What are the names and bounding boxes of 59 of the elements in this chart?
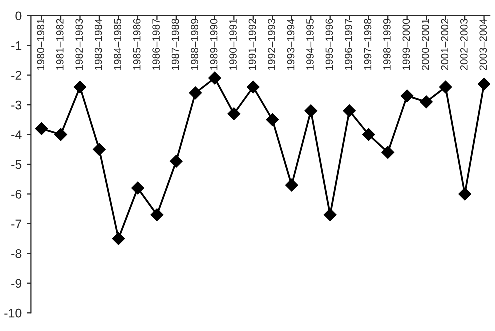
point xyxy=(93,143,106,156)
x-tick-label: 1989–1990 xyxy=(210,19,218,70)
point xyxy=(208,72,222,85)
point xyxy=(285,178,298,192)
y-tick-label: -2 xyxy=(12,71,22,80)
x-tick-label: 1986–1987 xyxy=(152,19,160,70)
x-tick-label: 1984–1985 xyxy=(114,19,122,70)
y-tick-label: -3 xyxy=(12,100,22,110)
x-tick-label: 1981–1982 xyxy=(56,19,64,70)
point xyxy=(54,128,68,142)
x-tick-label: 1993–1994 xyxy=(287,18,295,70)
point xyxy=(112,232,126,246)
point xyxy=(439,80,452,94)
x-tick-label: 1999–2000 xyxy=(402,19,410,70)
point xyxy=(420,96,433,108)
y-tick-label: 0 xyxy=(16,12,22,21)
x-tick-label: 2001–2002 xyxy=(441,19,449,70)
y-tick-label: -5 xyxy=(12,160,22,170)
x-tick-label: 2003–2004 xyxy=(480,18,488,70)
point xyxy=(304,104,318,118)
y-tick-label: -6 xyxy=(12,190,22,199)
point xyxy=(228,108,241,120)
point xyxy=(132,182,144,195)
x-tick-label: 1995–1996 xyxy=(326,19,334,70)
x-tick-label: 1982–1983 xyxy=(76,19,84,70)
y-tick-label: -1 xyxy=(12,42,22,50)
point xyxy=(343,104,356,118)
point xyxy=(400,90,414,103)
x-tick-label: 1997–1998 xyxy=(364,19,372,70)
point xyxy=(458,188,472,201)
point xyxy=(246,80,260,94)
x-tick-label: 1996–1997 xyxy=(345,19,352,70)
x-tick-label: 1983–1984 xyxy=(94,18,102,70)
point xyxy=(35,122,48,136)
y-tick-label: -8 xyxy=(12,249,22,258)
y-tick-label: -9 xyxy=(12,279,22,288)
x-tick-label: 1987–1988 xyxy=(172,19,180,70)
x-tick-label: 1985–1986 xyxy=(133,19,141,70)
point xyxy=(150,208,164,222)
y-tick-label: -4 xyxy=(12,130,22,140)
point xyxy=(266,114,280,126)
x-tick-label: 1980–1981 xyxy=(37,19,45,70)
y-tick-label: -10 xyxy=(4,308,22,318)
point xyxy=(74,80,87,94)
x-tick-label: 2002–2003 xyxy=(460,19,468,70)
x-tick-label: 1990–1991 xyxy=(230,19,237,70)
x-tick-label: 1992–1993 xyxy=(268,19,276,70)
point xyxy=(189,86,202,100)
point xyxy=(362,128,376,142)
point xyxy=(478,78,490,91)
x-tick-label: 1991–1992 xyxy=(248,19,256,70)
x-tick-label: 1994–1995 xyxy=(306,19,314,70)
x-tick-label: 2000–2001 xyxy=(422,19,430,70)
point xyxy=(170,155,183,168)
point xyxy=(324,208,337,222)
x-tick-label: 1988–1989 xyxy=(191,19,198,70)
y-tick-label: -7 xyxy=(12,220,22,228)
point xyxy=(382,146,394,160)
x-tick-label: 1998–1999 xyxy=(384,19,391,70)
